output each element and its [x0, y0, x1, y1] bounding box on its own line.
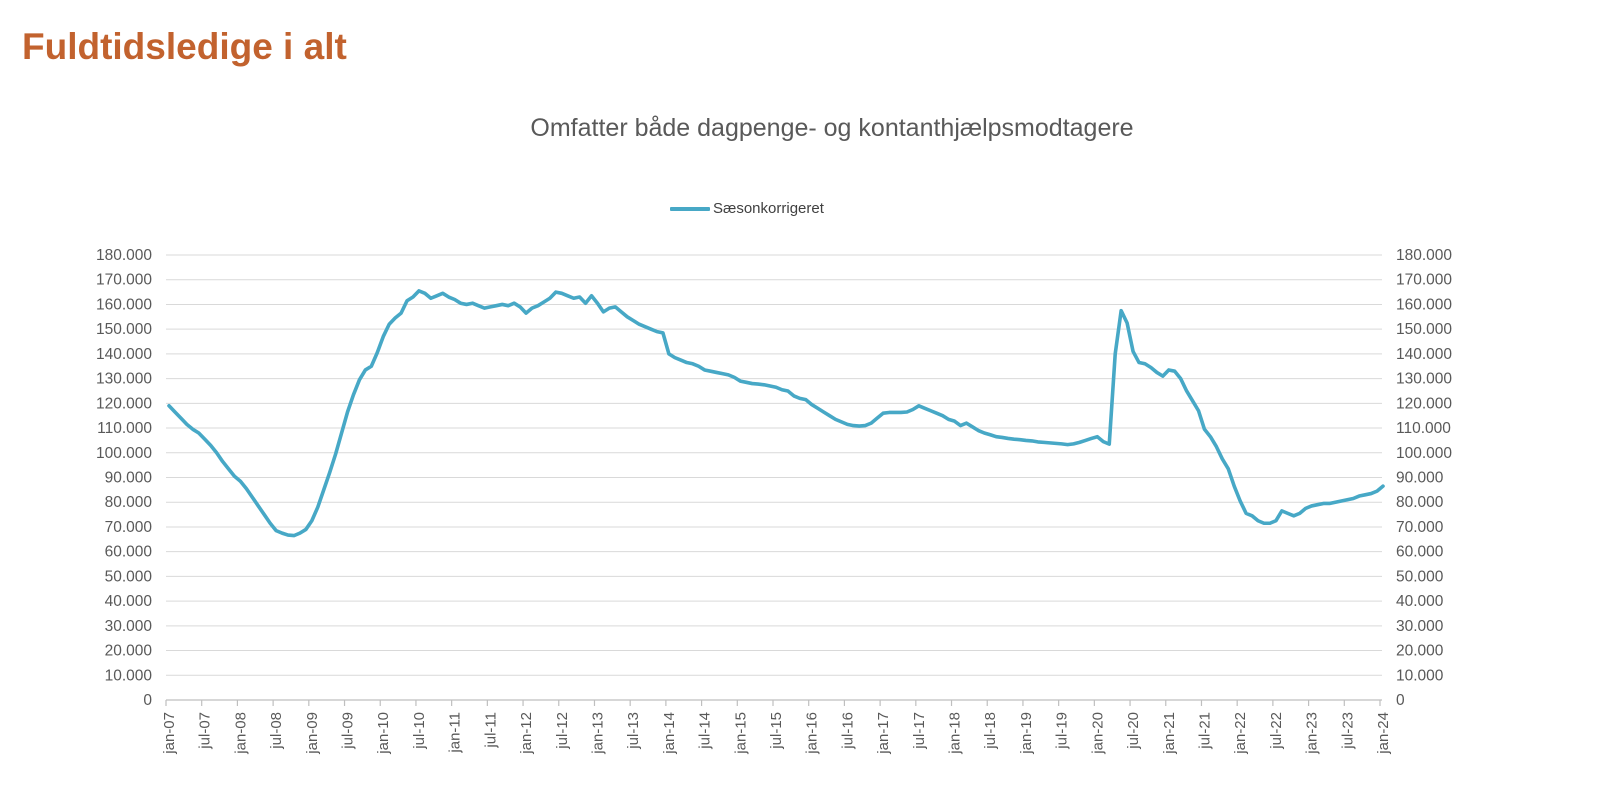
x-tick-label: jan-12	[518, 712, 535, 755]
y-tick-label: 120.000	[96, 395, 152, 412]
legend-line-icon	[670, 206, 710, 211]
x-tick-label: jan-15	[732, 712, 749, 755]
x-tick-label: jan-21	[1161, 712, 1178, 755]
y-tick-label: 70.000	[105, 519, 153, 536]
x-tick-label: jan-13	[589, 712, 606, 755]
x-tick-label: jan-23	[1304, 712, 1321, 755]
y-tick-label: 180.000	[1396, 247, 1452, 264]
y-tick-label: 110.000	[1396, 420, 1451, 437]
y-tick-label: 130.000	[1396, 371, 1452, 388]
x-tick-label: jul-09	[340, 712, 357, 750]
y-tick-label: 140.000	[96, 346, 152, 363]
x-tick-label: jul-13	[625, 712, 642, 750]
y-axis-labels-left: 0 10.000 20.000 30.000 40.000 50.000 60.000 70.…	[96, 247, 152, 709]
x-tick-label: jul-10	[411, 712, 428, 750]
x-tick-label: jan-20	[1089, 712, 1106, 755]
x-tick-label: jul-20	[1125, 712, 1142, 750]
x-tick-label: jul-23	[1339, 712, 1356, 750]
y-tick-label: 30.000	[105, 618, 153, 635]
x-tick-label: jul-12	[554, 712, 571, 750]
y-tick-label: 10.000	[105, 667, 153, 684]
plot-area: jan-07 jul-07 jan-08 jul-08 jan-09 jul-09 jan-…	[96, 247, 1452, 755]
y-tick-label: 40.000	[105, 593, 153, 610]
x-tick-label: jul-17	[911, 712, 928, 750]
x-tick-label: jan-19	[1018, 712, 1035, 755]
x-tick-label: jan-17	[875, 712, 892, 755]
y-tick-label: 120.000	[1396, 395, 1452, 412]
gridlines	[166, 254, 1382, 676]
y-tick-label: 160.000	[1396, 296, 1452, 313]
y-tick-label: 30.000	[1396, 618, 1444, 635]
x-tick-label: jan-16	[804, 712, 821, 755]
x-tick-label: jul-21	[1196, 712, 1213, 750]
y-tick-label: 130.000	[96, 371, 152, 388]
x-tick-label: jan-14	[661, 712, 678, 755]
y-tick-label: 140.000	[1396, 346, 1452, 363]
y-tick-label: 180.000	[96, 247, 152, 264]
y-tick-label: 10.000	[1396, 667, 1444, 684]
y-axis-labels-right: 0 10.000 20.000 30.000 40.000 50.000 60.000 70.…	[1396, 247, 1452, 709]
y-tick-label: 20.000	[1396, 643, 1444, 660]
y-tick-label: 20.000	[105, 643, 153, 660]
chart-title: Omfatter både dagpenge- og kontanthjælps…	[530, 114, 1134, 142]
x-tick-label: jul-22	[1268, 712, 1285, 750]
chart-legend: Sæsonkorrigeret	[670, 200, 824, 217]
y-tick-label: 60.000	[1396, 544, 1444, 561]
x-tick-label: jul-15	[768, 712, 785, 750]
x-tick-label: jul-08	[268, 712, 285, 750]
y-tick-label: 110.000	[97, 420, 152, 437]
y-tick-label: 0	[143, 692, 152, 709]
x-tick-label: jan-24	[1375, 712, 1392, 755]
y-tick-label: 40.000	[1396, 593, 1444, 610]
y-tick-label: 90.000	[1396, 470, 1444, 487]
line-chart: jan-07 jul-07 jan-08 jul-08 jan-09 jul-09 jan-…	[0, 225, 1600, 800]
y-tick-label: 100.000	[1396, 445, 1452, 462]
x-tick-label: jan-09	[304, 712, 321, 755]
y-tick-label: 100.000	[96, 445, 152, 462]
y-tick-label: 150.000	[1396, 321, 1452, 338]
x-tick-label: jan-18	[947, 712, 964, 755]
x-tick-label: jul-11	[482, 712, 499, 749]
page-title: Fuldtidsledige i alt	[22, 26, 347, 67]
y-tick-label: 90.000	[105, 470, 153, 487]
x-tick-label: jan-22	[1232, 712, 1249, 755]
y-tick-label: 80.000	[105, 494, 153, 511]
y-tick-label: 0	[1396, 692, 1405, 709]
x-tick-label: jan-10	[375, 712, 392, 755]
y-tick-label: 70.000	[1396, 519, 1444, 536]
y-tick-label: 80.000	[1396, 494, 1444, 511]
x-tick-label: jul-18	[982, 712, 999, 750]
x-tick-label: jan-11	[447, 712, 464, 754]
series-line-saesonkorrigeret	[167, 289, 1385, 538]
y-tick-label: 170.000	[96, 272, 152, 289]
y-tick-label: 150.000	[96, 321, 152, 338]
x-tick-label: jan-08	[232, 712, 249, 755]
x-tick-label: jul-14	[697, 712, 714, 750]
y-tick-label: 60.000	[105, 544, 153, 561]
y-tick-label: 160.000	[96, 296, 152, 313]
legend-series-label: Sæsonkorrigeret	[713, 200, 824, 217]
x-axis-labels: jan-07 jul-07 jan-08 jul-08 jan-09 jul-09 jan-…	[161, 700, 1392, 755]
x-tick-label: jul-19	[1054, 712, 1071, 750]
y-tick-label: 170.000	[1396, 272, 1452, 289]
x-tick-label: jan-07	[161, 712, 178, 755]
y-tick-label: 50.000	[105, 568, 153, 585]
x-tick-label: jul-16	[839, 712, 856, 750]
y-tick-label: 50.000	[1396, 568, 1444, 585]
x-tick-label: jul-07	[197, 712, 214, 750]
